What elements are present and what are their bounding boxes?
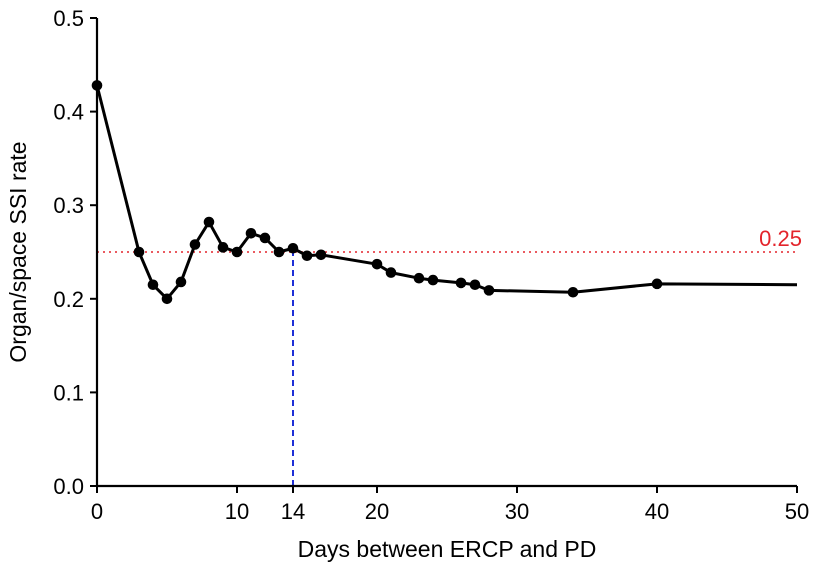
data-point — [133, 246, 145, 258]
data-point — [217, 242, 229, 253]
y-tick-label: 0.0 — [53, 474, 84, 499]
axes — [95, 18, 797, 488]
x-tick-label: 14 — [281, 499, 305, 524]
data-point — [91, 80, 103, 91]
x-tick-label: 40 — [645, 499, 669, 524]
data-point — [651, 278, 663, 290]
data-point — [287, 242, 299, 254]
x-axis-ticks: 0 10 14 20 30 40 50 — [91, 486, 809, 524]
x-tick-label: 30 — [505, 499, 529, 524]
data-point — [161, 293, 173, 305]
x-axis-title: Days between ERCP and PD — [298, 536, 597, 562]
data-point — [455, 277, 467, 289]
data-point — [483, 285, 495, 296]
x-tick-label: 0 — [91, 499, 103, 524]
y-axis-title: Organ/space SSI rate — [5, 141, 31, 362]
data-point — [385, 267, 397, 278]
data-point — [231, 246, 243, 258]
data-point — [469, 279, 481, 291]
y-tick-label: 0.3 — [53, 193, 84, 218]
y-tick-label: 0.2 — [53, 287, 84, 312]
y-tick-label: 0.5 — [53, 6, 84, 31]
data-point — [301, 250, 313, 262]
x-tick-label: 50 — [785, 499, 809, 524]
y-tick-label: 0.4 — [53, 100, 84, 125]
x-tick-label: 20 — [365, 499, 389, 524]
data-point — [315, 249, 327, 261]
y-tick-label: 0.1 — [53, 380, 84, 405]
data-point — [427, 274, 439, 286]
data-point — [371, 258, 383, 270]
data-point — [245, 227, 257, 239]
data-point — [175, 276, 187, 288]
data-point — [189, 239, 201, 250]
data-point — [273, 246, 285, 258]
data-point — [413, 272, 425, 284]
data-point — [147, 279, 159, 291]
y-axis-ticks: 0.0 0.1 0.2 0.3 0.4 0.5 — [53, 6, 97, 499]
series — [91, 80, 798, 305]
data-point — [567, 286, 579, 298]
reference-line-label: 0.25 — [759, 226, 802, 251]
data-point — [203, 216, 215, 228]
reference-lines: 0.25 — [97, 226, 802, 486]
data-point — [259, 232, 271, 244]
series-line — [95, 85, 798, 301]
x-tick-label: 10 — [225, 499, 249, 524]
